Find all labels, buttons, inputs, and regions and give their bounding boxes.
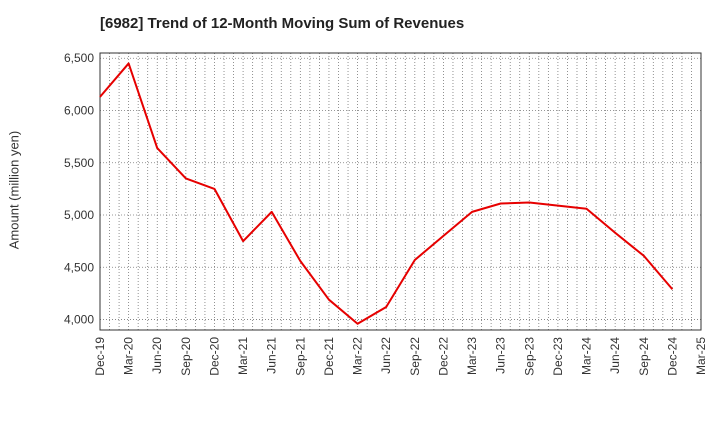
x-tick-label: Mar-20 [122, 337, 136, 375]
y-tick-label: 5,000 [64, 208, 94, 222]
x-tick-label: Dec-21 [322, 337, 336, 376]
y-tick-label: 6,000 [64, 103, 94, 117]
x-tick-label: Mar-25 [694, 337, 708, 375]
y-tick-labels: 4,000 4,500 5,000 5,500 6,000 6,500 [64, 51, 94, 326]
x-tick-label: Dec-22 [436, 337, 450, 376]
chart-title: [6982] Trend of 12-Month Moving Sum of R… [100, 15, 465, 32]
x-tick-label: Jun-21 [265, 337, 279, 374]
x-tick-label: Dec-24 [665, 337, 679, 376]
x-tick-label: Jun-23 [494, 337, 508, 374]
x-tick-label: Mar-24 [580, 337, 594, 375]
grid-lines [100, 53, 701, 330]
x-tick-label: Sep-20 [179, 337, 193, 376]
x-tick-label: Jun-20 [150, 337, 164, 374]
x-tick-label: Jun-22 [379, 337, 393, 374]
series-group [99, 62, 674, 325]
x-tick-label: Mar-21 [236, 337, 250, 375]
plot-frame [99, 52, 702, 331]
x-tick-label: Sep-21 [293, 337, 307, 376]
series-line [99, 62, 674, 325]
y-tick-label: 4,000 [64, 313, 94, 327]
x-tick-label: Sep-24 [637, 337, 651, 376]
y-tick-label: 5,500 [64, 156, 94, 170]
y-tick-label: 4,500 [64, 260, 94, 274]
y-tick-label: 6,500 [64, 51, 94, 65]
x-tick-labels: Dec-19 Mar-20 Jun-20 Sep-20 Dec-20 Mar-21 Jun-… [93, 337, 708, 376]
axes [99, 52, 702, 331]
x-tick-label: Mar-23 [465, 337, 479, 375]
x-tick-label: Dec-23 [551, 337, 565, 376]
x-tick-label: Sep-22 [408, 337, 422, 376]
x-tick-label: Mar-22 [351, 337, 365, 375]
x-tick-label: Dec-19 [93, 337, 107, 376]
x-tick-label: Sep-23 [522, 337, 536, 376]
x-tick-label: Jun-24 [608, 337, 622, 374]
x-tick-label: Dec-20 [207, 337, 221, 376]
